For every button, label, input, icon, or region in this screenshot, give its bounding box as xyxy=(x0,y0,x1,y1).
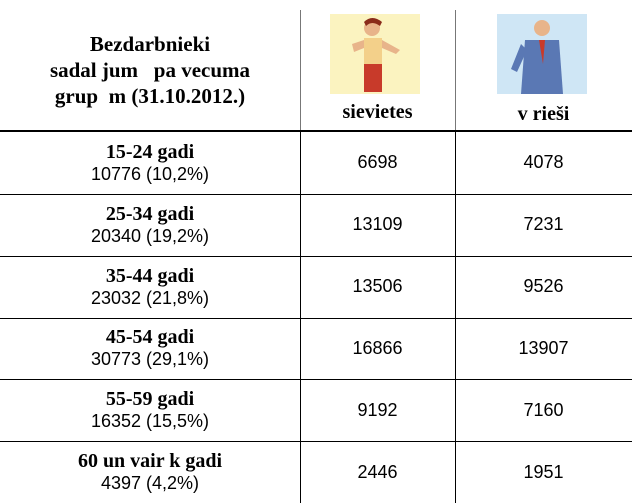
women-count: 13506 xyxy=(300,256,455,318)
header-title: Bezdarbnieki sadal jum pa vecuma grup m … xyxy=(0,20,300,120)
age-total: 30773 (29,1%) xyxy=(91,348,209,370)
age-total: 23032 (21,8%) xyxy=(91,287,209,309)
age-label: 25-34 gadi xyxy=(106,203,194,225)
men-count: 1951 xyxy=(455,441,632,503)
women-count: 13109 xyxy=(300,194,455,256)
women-count: 6698 xyxy=(300,132,455,194)
age-total: 4397 (4,2%) xyxy=(101,472,199,494)
header-divider xyxy=(300,10,301,130)
women-count: 16866 xyxy=(300,318,455,380)
table-page: Bezdarbnieki sadal jum pa vecuma grup m … xyxy=(0,0,632,503)
women-count: 9192 xyxy=(300,379,455,441)
man-icon xyxy=(497,14,587,94)
men-count: 13907 xyxy=(455,318,632,380)
age-total: 10776 (10,2%) xyxy=(91,163,209,185)
men-count: 9526 xyxy=(455,256,632,318)
age-label: 35-44 gadi xyxy=(106,265,194,287)
title-line: sadal jum pa vecuma xyxy=(50,57,250,83)
age-label: 45-54 gadi xyxy=(106,326,194,348)
age-total: 20340 (19,2%) xyxy=(91,225,209,247)
age-label: 15-24 gadi xyxy=(106,141,194,163)
age-total: 16352 (15,5%) xyxy=(91,410,209,432)
column-header: sievietes xyxy=(300,96,455,128)
age-label: 60 un vair k gadi xyxy=(78,450,222,472)
men-count: 7160 xyxy=(455,379,632,441)
age-label: 55-59 gadi xyxy=(106,388,194,410)
men-count: 4078 xyxy=(455,132,632,194)
column-header: v rieši xyxy=(455,98,632,130)
title-line: grup m (31.10.2012.) xyxy=(55,83,245,109)
men-count: 7231 xyxy=(455,194,632,256)
header-divider xyxy=(455,10,456,130)
woman-icon xyxy=(330,14,420,94)
title-line: Bezdarbnieki xyxy=(90,31,210,57)
women-count: 2446 xyxy=(300,441,455,503)
